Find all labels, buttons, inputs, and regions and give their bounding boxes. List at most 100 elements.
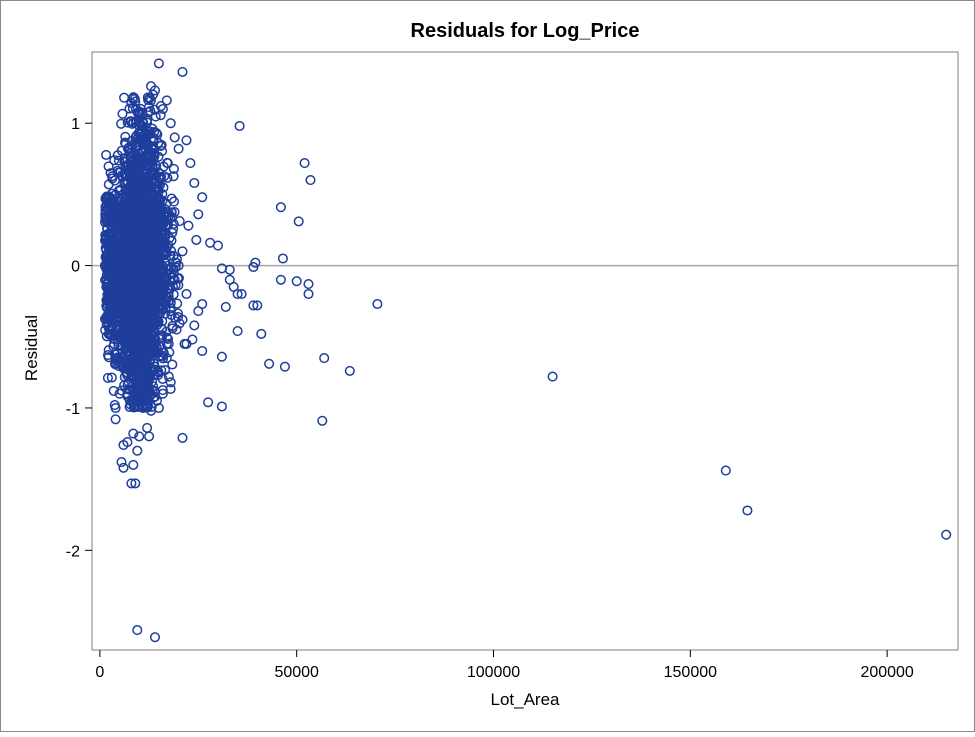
data-point	[138, 146, 150, 158]
data-point	[153, 184, 164, 195]
data-point	[158, 217, 169, 228]
data-point	[105, 212, 116, 223]
data-point	[118, 439, 129, 451]
data-point	[161, 332, 172, 343]
data-point	[234, 120, 245, 132]
data-point	[145, 194, 157, 205]
data-point	[157, 103, 168, 115]
data-point	[121, 274, 132, 285]
data-point	[156, 331, 167, 343]
y-tick-label: 1	[71, 116, 80, 133]
data-point	[150, 111, 161, 122]
data-point	[165, 377, 176, 388]
data-point	[232, 326, 243, 337]
data-point	[101, 312, 112, 324]
data-point	[303, 279, 314, 290]
data-point	[167, 212, 178, 223]
data-point	[101, 281, 112, 292]
data-point	[117, 108, 128, 119]
data-point	[152, 320, 163, 331]
data-point	[177, 432, 188, 443]
data-point	[191, 234, 202, 245]
data-point	[107, 236, 119, 247]
data-point	[193, 209, 204, 220]
data-point	[109, 155, 120, 166]
data-point	[126, 147, 138, 158]
data-point	[139, 136, 150, 147]
data-point	[145, 328, 156, 339]
data-point	[109, 400, 120, 411]
y-tick-label: -2	[66, 543, 80, 560]
data-point	[142, 395, 153, 406]
data-point	[134, 176, 145, 188]
data-point	[165, 118, 176, 129]
data-point	[120, 256, 131, 267]
x-axis: 0 50000 100000 150000 200000	[95, 650, 914, 681]
data-point	[216, 351, 227, 362]
data-point	[115, 332, 126, 343]
data-point	[138, 118, 149, 129]
data-point	[149, 245, 160, 256]
data-point	[166, 207, 177, 218]
data-point	[173, 143, 184, 154]
data-point	[144, 431, 155, 442]
data-point	[132, 195, 143, 206]
data-point	[138, 190, 149, 201]
data-point	[232, 288, 243, 300]
data-point	[148, 149, 159, 160]
data-point	[197, 192, 208, 203]
data-point	[155, 101, 166, 112]
data-point	[101, 236, 112, 248]
data-point	[119, 157, 130, 168]
data-point	[116, 457, 127, 468]
data-point	[248, 300, 259, 311]
data-point	[141, 183, 152, 194]
data-point	[161, 338, 172, 349]
data-point	[150, 364, 161, 375]
data-point	[179, 338, 190, 349]
data-point	[203, 397, 214, 408]
data-point	[197, 345, 208, 357]
data-point	[137, 396, 148, 408]
data-point	[212, 240, 224, 251]
data-point	[169, 274, 180, 285]
data-point	[189, 320, 200, 331]
y-axis: -2 -1 0 1	[66, 116, 92, 560]
data-point	[103, 293, 114, 304]
data-point	[248, 261, 259, 273]
data-point	[118, 361, 129, 372]
data-point	[152, 255, 163, 266]
data-point	[108, 281, 119, 292]
data-point	[129, 138, 140, 149]
data-point	[275, 274, 286, 285]
data-point	[256, 328, 267, 339]
data-point	[137, 383, 148, 394]
data-point	[145, 293, 156, 304]
data-point	[168, 263, 179, 275]
data-point	[153, 172, 164, 184]
data-point	[177, 246, 188, 257]
data-point	[103, 161, 114, 172]
y-tick-label: 0	[71, 259, 80, 276]
data-point	[133, 368, 144, 379]
data-point	[154, 179, 166, 190]
x-tick-label: 150000	[664, 664, 717, 681]
data-point	[151, 395, 162, 406]
data-point	[116, 118, 127, 129]
data-point	[122, 379, 133, 390]
data-point	[128, 428, 139, 439]
x-axis-label: Lot_Area	[491, 690, 561, 709]
data-point	[317, 415, 328, 426]
y-tick-label: -1	[66, 401, 80, 418]
data-point	[110, 414, 121, 425]
data-point	[130, 478, 141, 489]
data-point	[162, 260, 173, 271]
data-point	[252, 300, 263, 311]
data-point	[167, 359, 178, 370]
data-point	[177, 314, 188, 325]
data-point	[152, 224, 163, 235]
data-point	[104, 210, 115, 221]
data-point	[126, 478, 137, 489]
